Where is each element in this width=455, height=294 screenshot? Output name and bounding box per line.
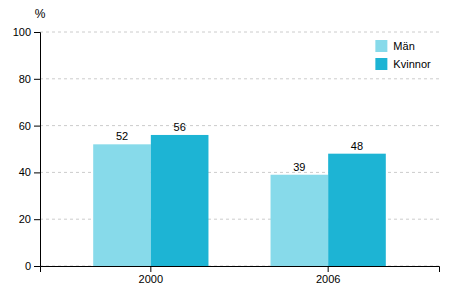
bar [151, 135, 209, 266]
bar [328, 154, 386, 266]
grid-line [40, 125, 439, 126]
y-tick: 100 [13, 26, 40, 38]
tick-mark [34, 32, 40, 33]
bars [93, 135, 386, 266]
x-tick: 2000 [139, 266, 163, 285]
tick-label: 2006 [316, 273, 340, 285]
y-tick: 0 [25, 260, 40, 272]
y-tick: 60 [19, 120, 40, 132]
y-axis: 0 20 40 60 80 100 [13, 26, 41, 272]
tick-label: 40 [19, 166, 31, 178]
tick-mark [34, 219, 40, 220]
data-labels: 52 39 56 48 [116, 121, 363, 173]
grid [40, 32, 439, 266]
x-tick: 2006 [316, 266, 340, 285]
tick-mark [34, 266, 40, 267]
grid-line [40, 78, 439, 79]
tick-label: 100 [13, 26, 31, 38]
data-label: 52 [116, 130, 128, 142]
chart: 52 39 56 48 0 20 40 60 80 100 2000 2006 Män Kvinnor% [0, 0, 455, 294]
tick-label: 0 [25, 260, 31, 272]
legend-swatch [375, 40, 387, 52]
tick-mark [150, 266, 151, 272]
legend-item: Män [375, 40, 414, 52]
tick-label: 60 [19, 120, 31, 132]
data-label: 39 [293, 161, 305, 173]
legend: Män Kvinnor [375, 40, 431, 70]
data-label: 56 [174, 121, 186, 133]
axis-line [41, 267, 440, 273]
legend-item: Kvinnor [375, 58, 431, 70]
y-tick: 20 [19, 213, 40, 225]
tick-mark [34, 79, 40, 80]
tick-label: 80 [19, 73, 31, 85]
axis-line [34, 33, 41, 267]
grid-line [40, 32, 439, 33]
x-axis: 2000 2006 [41, 266, 440, 285]
y-tick: 80 [19, 73, 40, 85]
y-axis-label: % [35, 7, 46, 21]
tick-mark [34, 172, 40, 173]
tick-mark [328, 266, 329, 272]
data-label: 48 [351, 140, 363, 152]
legend-label: Kvinnor [393, 58, 431, 70]
tick-label: 2000 [139, 273, 163, 285]
legend-label: Män [393, 40, 414, 52]
bar [93, 144, 151, 266]
plot: 52 39 56 48 0 20 40 60 80 100 2000 2006 Män Kvinnor [13, 26, 440, 285]
y-tick: 40 [19, 166, 40, 178]
tick-mark [34, 126, 40, 127]
bar [271, 175, 329, 266]
legend-swatch [375, 58, 387, 70]
tick-label: 20 [19, 213, 31, 225]
